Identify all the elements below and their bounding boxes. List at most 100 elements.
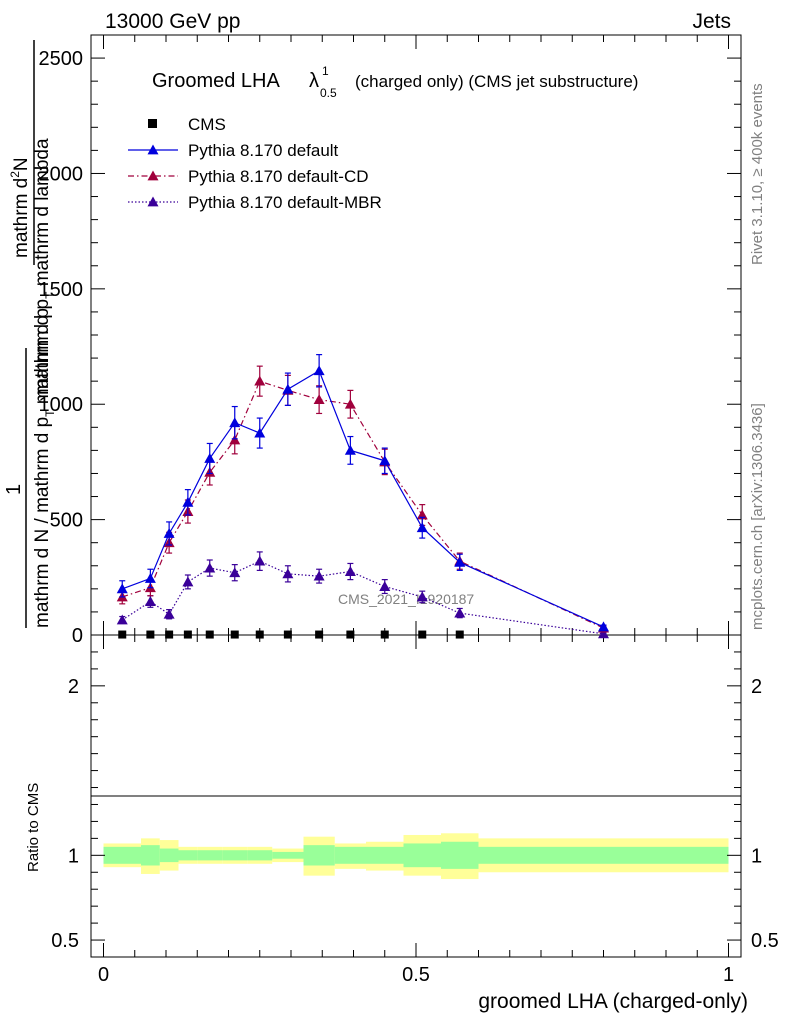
cms-point xyxy=(230,630,239,639)
legend-label: Pythia 8.170 default-MBR xyxy=(188,193,382,212)
main-ytick-label: 1500 xyxy=(39,279,84,301)
series-marker xyxy=(416,591,428,602)
series-marker xyxy=(379,581,391,591)
series-marker xyxy=(282,383,294,394)
ratio-xtick-label: 0.5 xyxy=(402,964,430,986)
series-marker xyxy=(598,628,609,639)
cms-point xyxy=(146,630,155,639)
main-x-axis-ticks xyxy=(103,35,729,635)
cms-point xyxy=(315,630,324,639)
cms-point xyxy=(165,630,174,639)
cms-point xyxy=(183,630,192,639)
ratio-stat-band xyxy=(103,846,141,864)
series-marker xyxy=(116,614,128,625)
series-marker xyxy=(344,566,356,576)
ylabel-prefix-den-b: mathrm d p xyxy=(32,308,53,409)
cms-point xyxy=(418,630,427,639)
main-y-axis: 0 500 1000 1500 2000 2500 xyxy=(39,48,741,647)
series-layer xyxy=(116,354,609,639)
series-marker xyxy=(313,365,325,376)
main-y-label: mathrm d2N mathrm d pT mathrm d lambda 1… xyxy=(3,40,57,628)
ylabel-prefix-den-sub: T xyxy=(43,409,57,417)
ratio-stat-band xyxy=(197,850,223,861)
cms-point xyxy=(255,630,264,639)
main-ytick-label: 2500 xyxy=(39,48,84,70)
series-marker xyxy=(229,567,241,578)
series-marker xyxy=(313,570,325,581)
main-ytick-label: 1000 xyxy=(39,394,84,416)
ylabel-num: mathrm d2N xyxy=(8,157,32,258)
ratio-stat-band xyxy=(478,846,729,864)
title-prefix: Groomed LHA xyxy=(152,70,280,92)
legend-entry: Pythia 8.170 default-CD xyxy=(128,167,369,186)
main-ytick-label: 2000 xyxy=(39,163,84,185)
plot-title: Groomed LHA λ 1 0.5 (charged only) (CMS … xyxy=(152,64,638,100)
series-marker xyxy=(313,394,325,405)
ratio-ytick-label-right: 2 xyxy=(751,676,762,698)
series-marker xyxy=(344,398,356,409)
series-marker xyxy=(182,496,194,507)
legend-entry: Pythia 8.170 default-MBR xyxy=(128,193,382,212)
ratio-ytick-label-right: 1 xyxy=(751,845,762,867)
series-marker xyxy=(254,427,266,438)
ratio-stat-band xyxy=(141,845,160,866)
series-line xyxy=(122,369,604,628)
series-marker xyxy=(454,556,466,567)
ylabel-num-b: N xyxy=(11,157,32,171)
ylabel-prefix-num: 1 xyxy=(3,484,25,495)
ratio-ytick-label: 1 xyxy=(68,845,79,867)
x-axis-label: groomed LHA (charged-only) xyxy=(478,990,748,1013)
main-ytick-label: 500 xyxy=(50,510,83,532)
series-marker xyxy=(454,607,466,618)
series-marker xyxy=(282,568,294,579)
legend-entry: Pythia 8.170 default xyxy=(128,141,339,160)
watermark: CMS_2021_I1920187 xyxy=(338,591,474,607)
ratio-ytick-label-right: 0.5 xyxy=(751,930,779,952)
legend-marker xyxy=(147,170,159,181)
ylabel-num-sup: 2 xyxy=(8,171,22,178)
ratio-stat-band xyxy=(247,850,273,861)
ratio-x-axis: 0 0.5 1 xyxy=(98,635,734,986)
ratio-stat-band xyxy=(178,850,198,861)
ylabel-den-b: mathrm d lambda xyxy=(32,138,53,292)
series-marker xyxy=(144,596,156,606)
title-suffix: (charged only) (CMS jet substructure) xyxy=(355,72,638,91)
series-3 xyxy=(116,551,609,639)
ratio-y-label: Ratio to CMS xyxy=(25,783,42,872)
header-left: 13000 GeV pp xyxy=(105,10,240,33)
ylabel-den-a: mathrm d p xyxy=(32,299,53,395)
legend-entry: CMS xyxy=(148,115,226,134)
series-marker xyxy=(144,572,156,583)
ratio-xtick-label: 1 xyxy=(723,964,734,986)
ylabel-num-a: mathrm d xyxy=(11,178,32,258)
series-0 xyxy=(118,630,464,639)
ratio-stat-band xyxy=(159,848,179,863)
series-marker xyxy=(229,417,241,428)
legend-label: Pythia 8.170 default-CD xyxy=(188,167,369,186)
legend-marker xyxy=(148,119,157,128)
main-ytick-label: 0 xyxy=(72,625,83,647)
ratio-stat-band xyxy=(334,846,366,864)
ylabel-den: mathrm d pT mathrm d lambda xyxy=(32,138,57,395)
ylabel-prefix-den-a: mathrm d N / mathrm d p xyxy=(32,417,53,628)
series-marker xyxy=(163,527,175,538)
cms-point xyxy=(205,630,214,639)
ratio-stat-band xyxy=(222,850,248,861)
ylabel-den-sub: T xyxy=(43,291,57,299)
cms-point xyxy=(346,630,355,639)
ratio-stat-band xyxy=(441,841,479,869)
ratio-xtick-label: 0 xyxy=(98,964,109,986)
series-line xyxy=(121,560,604,635)
title-subscript: 0.5 xyxy=(320,86,337,100)
series-marker xyxy=(416,522,428,533)
series-marker xyxy=(204,452,216,463)
series-marker xyxy=(204,562,216,573)
legend-label: Pythia 8.170 default xyxy=(188,141,339,160)
cms-point xyxy=(380,630,389,639)
title-symbol: λ xyxy=(309,70,319,92)
series-marker xyxy=(229,434,241,445)
series-marker xyxy=(182,576,194,587)
ratio-ytick-label: 0.5 xyxy=(51,930,79,952)
series-marker xyxy=(254,555,266,566)
